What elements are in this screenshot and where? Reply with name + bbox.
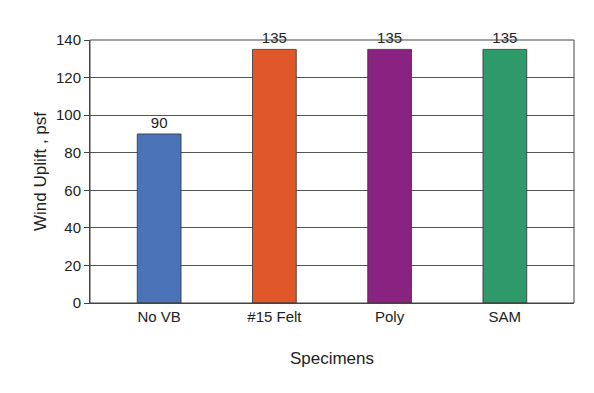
svg-text:0: 0	[73, 294, 81, 311]
svg-text:140: 140	[56, 31, 81, 48]
svg-text:No VB: No VB	[137, 308, 180, 325]
svg-text:60: 60	[64, 182, 81, 199]
svg-text:100: 100	[56, 106, 81, 123]
svg-text:135: 135	[377, 29, 402, 46]
svg-text:SAM: SAM	[489, 308, 522, 325]
svg-text:40: 40	[64, 219, 81, 236]
svg-text:Wind Uplift , psf: Wind Uplift , psf	[31, 112, 50, 231]
svg-text:Specimens: Specimens	[290, 349, 374, 368]
svg-text:#15 Felt: #15 Felt	[247, 308, 302, 325]
svg-text:135: 135	[262, 29, 287, 46]
svg-text:90: 90	[151, 114, 168, 131]
svg-text:Poly: Poly	[375, 308, 405, 325]
svg-text:135: 135	[492, 29, 517, 46]
svg-text:120: 120	[56, 69, 81, 86]
svg-text:80: 80	[64, 144, 81, 161]
svg-text:20: 20	[64, 257, 81, 274]
